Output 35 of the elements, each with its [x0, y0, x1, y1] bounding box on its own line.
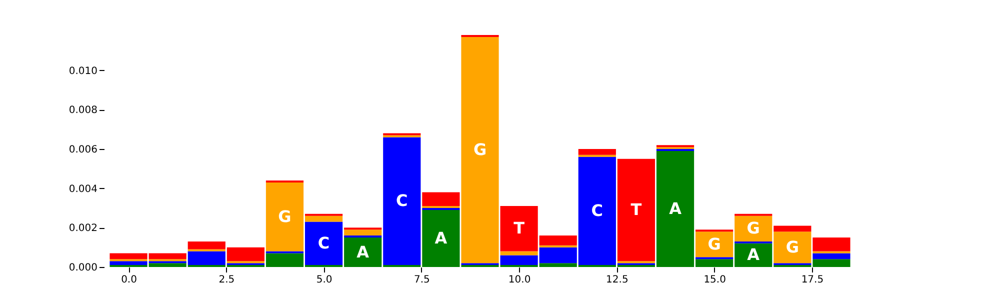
x-tick-label: 2.5: [218, 274, 235, 286]
y-tick-label: 0.010: [68, 66, 98, 77]
x-tick-label: 10.0: [508, 274, 531, 286]
bar: [774, 226, 812, 232]
series-label: T: [514, 218, 525, 238]
series-label: C: [318, 233, 330, 252]
text: A: [434, 228, 448, 248]
text: C: [396, 191, 408, 210]
bar: [578, 149, 616, 155]
text: A: [356, 242, 370, 262]
y-tick-label: 0.004: [68, 184, 98, 195]
x-tick-label: 5.0: [316, 274, 332, 286]
y-tick-label: 0.006: [68, 144, 98, 156]
text: G: [746, 218, 760, 238]
x-tick-label: 15.0: [704, 274, 726, 286]
y-tick-label: 0.008: [68, 105, 98, 116]
text: G: [278, 206, 292, 226]
x-tick-label: 12.5: [606, 274, 628, 286]
x-tick-label: 0.0: [121, 274, 137, 286]
bar: [422, 192, 460, 206]
x-tick-label: 7.5: [414, 274, 430, 286]
text: A: [669, 199, 682, 218]
bar: [617, 158, 656, 262]
text: G: [786, 237, 799, 256]
text: T: [630, 200, 642, 219]
y-tick-label: 0.002: [68, 223, 98, 234]
x-tick-label: 17.5: [801, 274, 824, 286]
series-label: A: [747, 245, 760, 264]
bar: [344, 230, 382, 236]
y-tick-label: 0.000: [68, 262, 98, 274]
text: G: [473, 140, 487, 160]
bar: [812, 238, 850, 252]
bar: [812, 253, 850, 260]
series-label: G: [708, 234, 721, 254]
text: C: [591, 200, 604, 220]
